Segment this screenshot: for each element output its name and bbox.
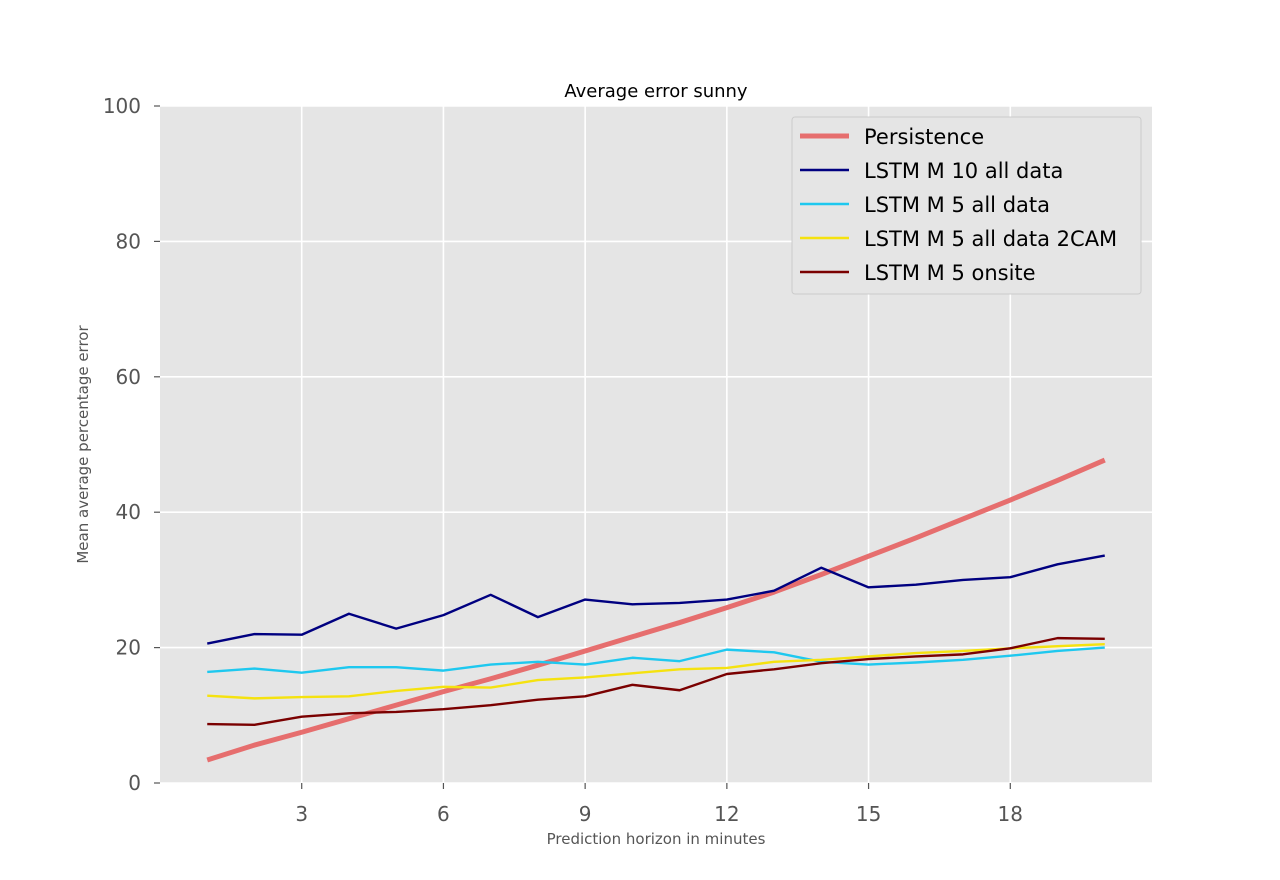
x-tick-label: 3 (295, 802, 308, 826)
series-line (206, 457, 1106, 763)
legend-label: LSTM M 10 all data (864, 159, 1063, 183)
x-tick-label: 18 (998, 802, 1023, 826)
y-tick-label: 80 (116, 229, 141, 253)
x-axis-label: Prediction horizon in minutes (547, 830, 766, 848)
series-line (207, 636, 1105, 726)
legend-box (791, 116, 1142, 295)
x-tick-label: 6 (437, 802, 450, 826)
chart-title: Average error sunny (564, 81, 748, 102)
y-tick-label: 20 (116, 636, 141, 660)
legend-label: LSTM M 5 all data (864, 193, 1050, 217)
x-tick-label: 12 (714, 802, 739, 826)
series-group (206, 457, 1106, 763)
axes: 3 6 9 12 15 18 0 20 40 60 80 100 (103, 94, 1023, 826)
y-tick-label: 100 (103, 94, 141, 118)
series-line (207, 643, 1105, 700)
y-tick-label: 60 (116, 365, 141, 389)
legend-label: LSTM M 5 onsite (864, 261, 1036, 285)
x-tick-label: 9 (579, 802, 592, 826)
legend: Persistence LSTM M 10 all data LSTM M 5 al… (791, 116, 1142, 295)
y-axis-label: Mean average percentage error (74, 325, 92, 564)
series-line (207, 646, 1105, 674)
x-tick-label: 15 (856, 802, 881, 826)
y-tick-label: 0 (128, 771, 141, 795)
legend-label: LSTM M 5 all data 2CAM (864, 227, 1117, 251)
legend-label: Persistence (864, 125, 984, 149)
y-tick-label: 40 (116, 500, 141, 524)
series-line (207, 554, 1105, 645)
